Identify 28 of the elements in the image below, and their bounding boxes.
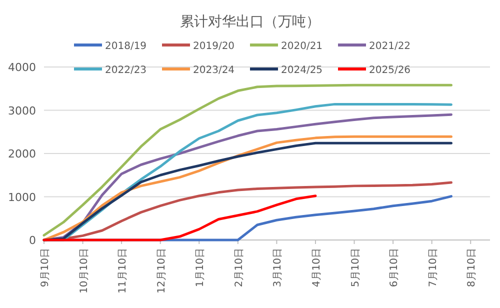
x-tick-label: 1月10日 (195, 248, 206, 288)
legend-label: 2020/21 (281, 41, 323, 52)
legend-label: 2019/20 (193, 41, 235, 52)
y-tick-label: 1000 (8, 190, 36, 204)
line-series (42, 194, 317, 242)
x-tick-label: 4月10日 (311, 248, 322, 288)
line-series (42, 84, 452, 236)
x-tick-label: 9月10日 (40, 248, 51, 288)
legend-label: 2023/24 (193, 65, 235, 76)
legend-label: 2018/19 (105, 41, 147, 52)
chart-title: 累计对华出口（万吨） (180, 14, 320, 30)
legend-label: 2025/26 (369, 65, 411, 76)
x-tick-label: 12月10日 (156, 248, 168, 294)
x-tick-label: 2月10日 (234, 248, 245, 288)
y-tick-label: 4000 (8, 61, 36, 74)
y-tick-label: 3000 (8, 104, 36, 118)
legend-label: 2022/23 (105, 65, 147, 76)
legend-label: 2024/25 (281, 65, 323, 76)
legend-label: 2021/22 (369, 41, 411, 52)
x-tick-label: 6月10日 (389, 248, 400, 288)
y-tick-label: 2000 (8, 148, 36, 160)
x-tick-label: 8月10日 (466, 248, 478, 288)
x-tick-label: 10月10日 (78, 248, 90, 294)
x-tick-label: 7月10日 (428, 248, 439, 288)
x-tick-label: 3月10日 (272, 248, 284, 288)
x-tick-label: 5月10日 (350, 248, 362, 288)
y-tick-label: 0 (29, 234, 36, 247)
x-tick-label: 11月10日 (118, 248, 129, 294)
